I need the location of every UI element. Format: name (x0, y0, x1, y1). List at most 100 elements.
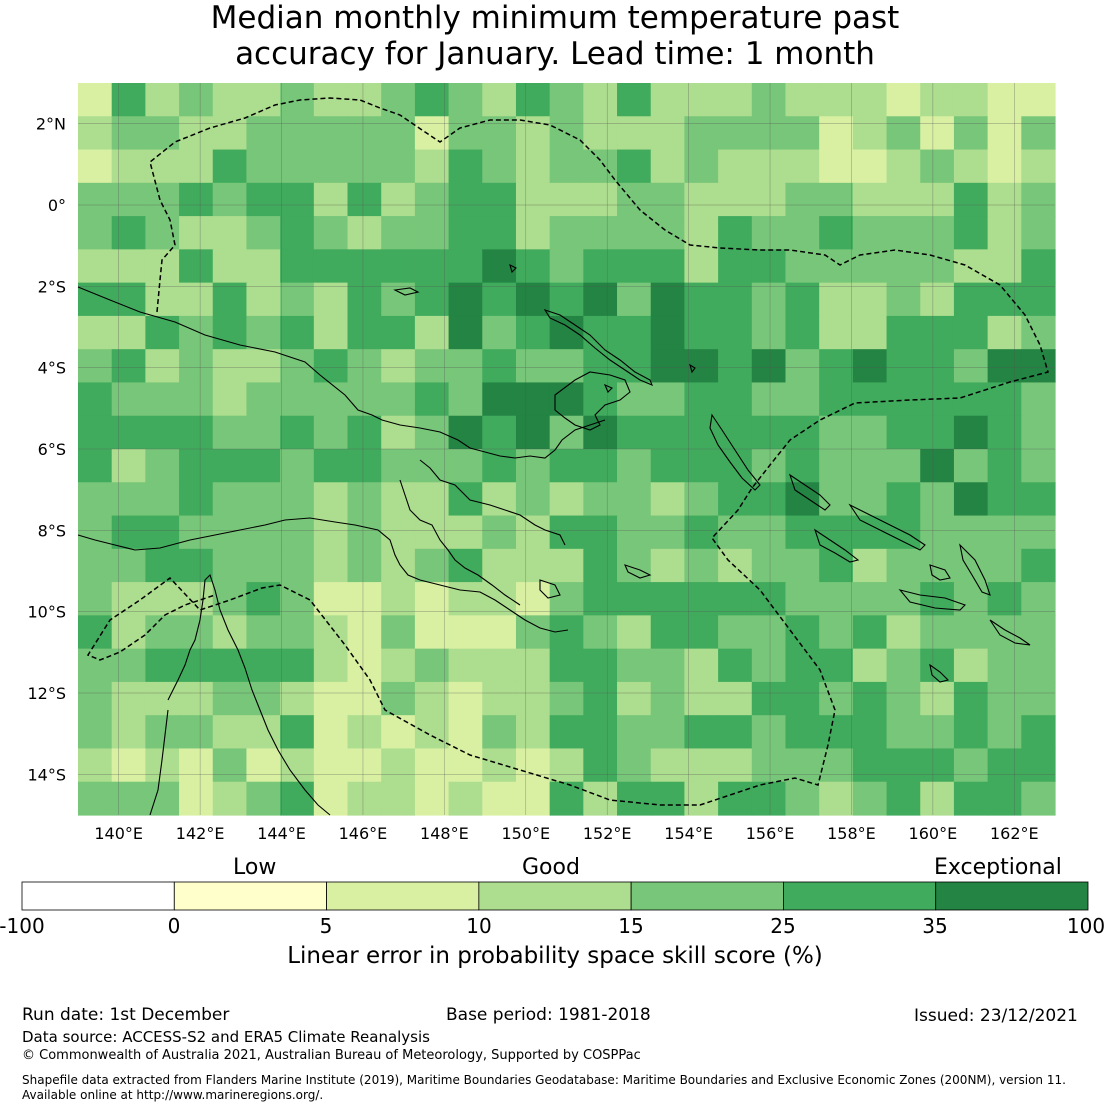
skill-cell (280, 681, 315, 716)
skill-cell (617, 582, 652, 616)
skill-cell (1021, 216, 1056, 250)
skill-cell (313, 748, 349, 783)
skill-cell (819, 282, 854, 317)
skill-cell (953, 482, 989, 517)
skill-cell (785, 349, 820, 384)
skill-cell (414, 681, 450, 716)
skill-cell (852, 315, 888, 350)
skill-cell (617, 382, 652, 417)
small-island-7 (929, 564, 951, 581)
skill-cell (414, 748, 450, 783)
skill-cell (381, 548, 416, 583)
skill-cell (852, 116, 888, 151)
skill-cell (684, 83, 719, 117)
skill-cell (179, 182, 214, 217)
skill-cell (785, 149, 820, 184)
skill-cell (650, 781, 686, 816)
skill-cell (414, 83, 450, 117)
eez-boundary (86, 97, 1049, 806)
skill-cell (1021, 548, 1056, 583)
skill-cell (987, 482, 1022, 517)
skill-cell (886, 715, 921, 750)
skill-cell (381, 681, 416, 716)
skill-cell (448, 149, 483, 184)
skill-cell (313, 449, 349, 483)
skill-cell (650, 615, 686, 650)
skill-cell (852, 83, 888, 117)
skill-cell (280, 648, 315, 683)
skill-cell (347, 149, 382, 184)
skill-cell (549, 515, 584, 550)
skill-cell (381, 748, 416, 783)
skill-cell (381, 116, 416, 151)
skill-cell (482, 681, 517, 716)
skill-cell (246, 349, 281, 384)
latitude-label: 6°S (38, 440, 66, 459)
skill-cell (920, 615, 955, 650)
skill-cell (145, 83, 180, 117)
skill-cell (751, 282, 787, 317)
skill-cell (111, 349, 146, 384)
skill-cell (179, 449, 214, 483)
skill-cell (78, 781, 113, 816)
skill-cell (347, 781, 382, 816)
skill-cell (1021, 83, 1056, 117)
skill-cell (785, 249, 820, 284)
skill-cell (179, 681, 214, 716)
skill-cell (78, 515, 113, 550)
skill-cell (549, 182, 584, 217)
skill-cell (953, 83, 989, 117)
colorbar-swatch (630, 881, 784, 911)
skill-cell (684, 681, 719, 716)
skill-cell (448, 482, 483, 517)
skill-cell (886, 648, 921, 683)
skill-cell (515, 182, 551, 217)
skill-cell (448, 216, 483, 250)
skill-cell (920, 349, 955, 384)
skill-cell (953, 648, 989, 683)
skill-cell (953, 748, 989, 783)
skill-cell (819, 83, 854, 117)
skill-cell (617, 315, 652, 350)
colorbar-swatch (935, 881, 1089, 911)
skill-cell (1021, 681, 1056, 716)
skill-cell (414, 415, 450, 450)
skill-cell (718, 681, 753, 716)
skill-cell (684, 415, 719, 450)
skill-cell (414, 715, 450, 750)
skill-cell (78, 349, 113, 384)
skill-cell (381, 249, 416, 284)
skill-cell (920, 449, 955, 483)
skill-cell (718, 748, 753, 783)
skill-cell (684, 548, 719, 583)
skill-cell (145, 648, 180, 683)
latitude-label: 2°N (36, 115, 66, 134)
skill-cell (583, 548, 618, 583)
skill-cell (987, 781, 1022, 816)
skill-cell (347, 282, 382, 317)
latitude-label: 2°S (38, 277, 66, 296)
skill-cell (1021, 349, 1056, 384)
latitude-label: 8°S (38, 521, 66, 540)
skill-cell (987, 182, 1022, 217)
skill-cell (78, 449, 113, 483)
skill-cell (1021, 748, 1056, 783)
skill-cell (212, 216, 248, 250)
skill-cell (482, 349, 517, 384)
skill-cell (515, 482, 551, 517)
skill-cell (583, 482, 618, 517)
skill-cell (549, 449, 584, 483)
skill-cell (785, 515, 820, 550)
skill-cell (280, 615, 315, 650)
skill-cell (785, 116, 820, 151)
skill-cell (1021, 149, 1056, 184)
skill-cell (852, 715, 888, 750)
skill-cell (751, 315, 787, 350)
skill-cell (718, 449, 753, 483)
solomon-island-c (813, 528, 860, 563)
skill-cell (111, 482, 146, 517)
skill-cell (280, 748, 315, 783)
skill-cell (953, 715, 989, 750)
